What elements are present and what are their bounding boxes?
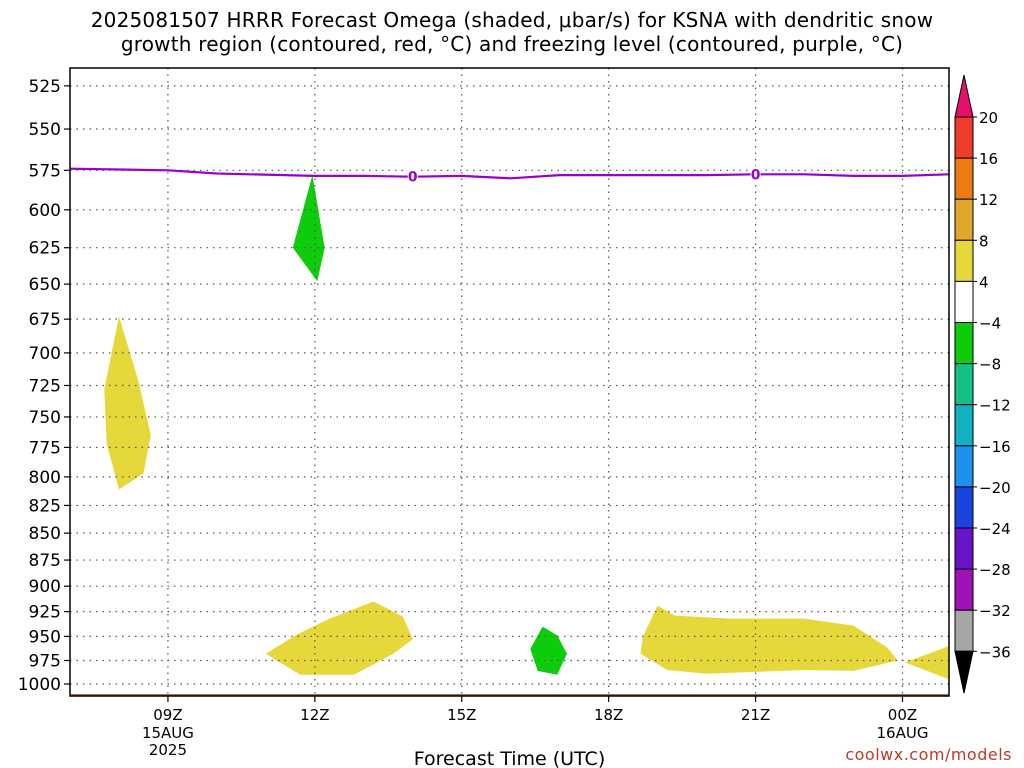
x-tick-label: 00Z (888, 706, 917, 724)
x-tick-label: 21Z (741, 706, 770, 724)
colorbar-segment (954, 404, 974, 447)
colorbar-label: −20 (979, 479, 1011, 497)
x-tick-date: 15AUG (142, 724, 194, 742)
colorbar-segment (954, 322, 974, 365)
y-tick-label: 950 (29, 627, 61, 647)
colorbar-segment-top (954, 74, 974, 118)
colorbar-segment (954, 609, 974, 652)
freezing-level-label-bg (750, 166, 761, 183)
colorbar-segment (954, 568, 974, 611)
colorbar-segment (954, 486, 974, 529)
y-tick-label: 550 (29, 120, 61, 140)
x-tick-label: 09Z (153, 706, 182, 724)
y-tick-label: 875 (29, 551, 61, 571)
omega-region-upward-motion-1630z-lowlevel (530, 626, 567, 675)
colorbar-label: 20 (979, 109, 998, 127)
colorbar-segment (954, 116, 974, 159)
omega-region-downward-motion-edge-lowlevel (904, 646, 949, 680)
y-axis: 525 550 575 600 625 650 675 700 725 750 775 800 825 8… (18, 77, 70, 695)
plot-frame (69, 67, 950, 697)
y-tick-label: 900 (29, 577, 61, 597)
colorbar-label: −8 (979, 356, 1001, 374)
colorbar-label: −28 (979, 561, 1011, 579)
freezing-level-label: 0 (408, 170, 418, 186)
colorbar-segment (954, 363, 974, 406)
x-tick-label: 15Z (447, 706, 476, 724)
y-tick-label: 575 (29, 161, 61, 181)
y-tick-label: 625 (29, 239, 61, 259)
colorbar-label: −24 (979, 520, 1011, 538)
colorbar-label: 8 (979, 232, 989, 250)
y-tick-label: 675 (29, 310, 61, 330)
colorbar-segment (954, 198, 974, 241)
colorbar-label: −32 (979, 602, 1011, 620)
omega-colorbar: 20 16 12 8 4 −4 −8 −12 −16 −20 −24 −28 −32 −36 (954, 74, 1011, 694)
colorbar-label: 16 (979, 150, 998, 168)
chart-title-line-2: growth region (contoured, red, °C) and f… (120, 32, 904, 56)
y-tick-label: 825 (29, 496, 61, 516)
colorbar-segment (954, 157, 974, 200)
colorbar-segment (954, 527, 974, 570)
colorbar-label: 12 (979, 191, 998, 209)
x-axis-label: Forecast Time (UTC) (414, 748, 605, 768)
colorbar-label: −4 (979, 315, 1001, 333)
colorbar-segment-bottom (954, 650, 974, 694)
chart-title-line-1: 2025081507 HRRR Forecast Omega (shaded, … (90, 8, 934, 32)
y-tick-label: 850 (29, 524, 61, 544)
x-tick-label: 12Z (300, 706, 329, 724)
y-tick-label: 525 (29, 77, 61, 97)
x-tick-date: 16AUG (877, 724, 929, 742)
y-tick-label: 925 (29, 603, 61, 623)
omega-region-upward-motion-12z (292, 175, 325, 282)
y-tick-label: 975 (29, 652, 61, 672)
x-tick-year: 2025 (149, 741, 187, 759)
colorbar-label: −36 (979, 643, 1011, 661)
y-tick-label: 775 (29, 438, 61, 458)
omega-region-downward-motion-08z (104, 316, 151, 490)
site-credit: coolwx.com/models (845, 745, 1012, 764)
y-tick-label: 725 (29, 376, 61, 396)
colorbar-segment (954, 280, 974, 323)
y-tick-label: 800 (29, 468, 61, 488)
freezing-level-label-bg (407, 168, 418, 185)
freezing-level-label: 0 (751, 167, 761, 183)
omega-region-downward-motion-13z-lowlevel (265, 601, 413, 675)
omega-region-downward-motion-20z-23z-lowlevel (640, 605, 898, 674)
colorbar-segment (954, 445, 974, 488)
colorbar-label: −16 (979, 438, 1011, 456)
y-tick-label: 750 (29, 408, 61, 428)
colorbar-label: 4 (979, 273, 989, 291)
ground-surface (70, 694, 949, 696)
x-tick-label: 18Z (594, 706, 623, 724)
y-tick-label: 700 (29, 344, 61, 364)
plot-background (70, 68, 949, 696)
colorbar-segment (954, 239, 974, 282)
freezing-level-line (69, 167, 950, 180)
colorbar-label: −12 (979, 397, 1011, 415)
y-tick-label: 1000 (18, 675, 61, 695)
y-tick-label: 600 (29, 201, 61, 221)
y-tick-label: 650 (29, 275, 61, 295)
